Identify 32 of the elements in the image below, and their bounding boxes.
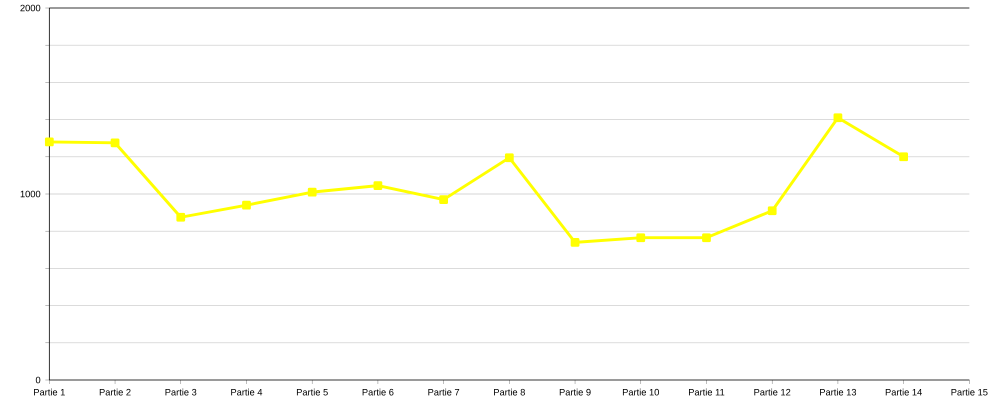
x-tick-label: Partie 8 — [494, 388, 525, 396]
point — [44, 138, 54, 146]
x-tick-label: Partie 11 — [688, 388, 724, 396]
point — [374, 181, 382, 190]
point — [899, 152, 908, 162]
point — [636, 233, 646, 242]
y-tick-label: 0 — [36, 376, 40, 384]
x-tick-label: Partie 6 — [362, 388, 394, 396]
x-tick-label: Partie 15 — [952, 388, 988, 396]
x-tick-label: Partie 7 — [428, 388, 460, 396]
point — [110, 138, 120, 148]
point — [768, 206, 777, 216]
point — [176, 212, 186, 222]
point — [702, 233, 711, 242]
x-tick-label: Partie 9 — [560, 388, 591, 396]
x-tick-label: Partie 12 — [754, 388, 790, 396]
point — [308, 188, 317, 197]
y-tick-label: 2000 — [20, 4, 40, 12]
point — [570, 238, 580, 247]
x-tick-label: Partie 5 — [296, 388, 328, 396]
x-tick-label: Partie 1 — [34, 388, 65, 396]
point — [242, 200, 251, 210]
x-tick-label: Partie 2 — [100, 388, 131, 396]
point — [504, 153, 514, 162]
x-tick-label: Partie 3 — [166, 388, 196, 396]
x-tick-label: Partie 13 — [820, 388, 856, 396]
point — [834, 113, 842, 122]
point — [439, 195, 448, 204]
y-tick-label: 1000 — [20, 190, 40, 198]
x-tick-label: Partie 4 — [231, 388, 262, 396]
x-tick-label: Partie 14 — [886, 388, 922, 396]
x-tick-label: Partie 10 — [622, 388, 660, 396]
